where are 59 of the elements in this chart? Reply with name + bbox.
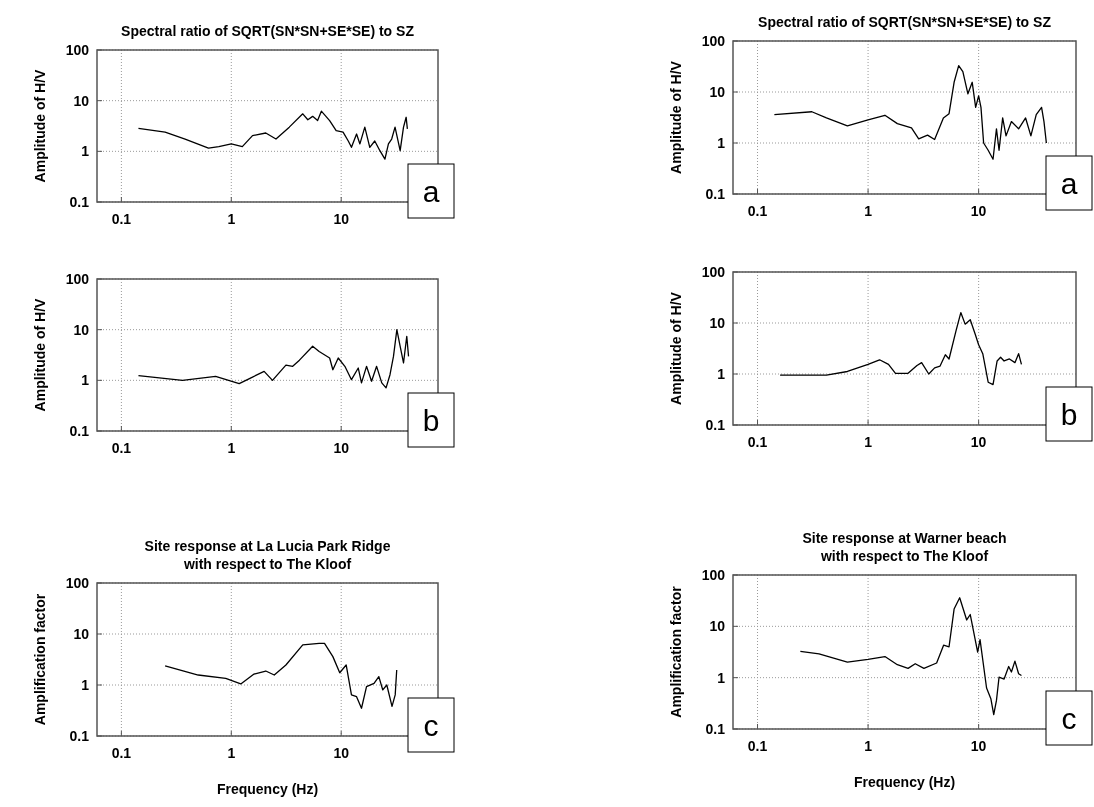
y-tick-label: 1 bbox=[81, 677, 90, 693]
y-axis-title: Amplitude of H/V bbox=[32, 68, 48, 183]
y-tick-label: 10 bbox=[73, 321, 90, 338]
x-tick-label: 1 bbox=[227, 211, 236, 227]
y-tick-label: 10 bbox=[709, 84, 726, 100]
y-tick-label: 100 bbox=[701, 33, 726, 49]
x-tick-label: 10 bbox=[333, 745, 350, 761]
y-tick-label: 100 bbox=[65, 271, 90, 287]
y-tick-label: 100 bbox=[701, 567, 726, 583]
x-tick-label: 0.1 bbox=[111, 745, 132, 761]
x-tick-label: 10 bbox=[970, 434, 987, 450]
y-tick-label: 0.1 bbox=[705, 417, 726, 433]
x-tick-label: 1 bbox=[864, 203, 873, 219]
y-tick-label: 0.1 bbox=[705, 186, 726, 202]
annotation: a bbox=[1060, 167, 1078, 200]
y-tick-label: 1 bbox=[717, 366, 726, 382]
chart-title: Site response at La Lucia Park Ridge with respect to The Kloof bbox=[144, 538, 391, 572]
x-tick-label: 0.1 bbox=[111, 440, 132, 456]
x-tick-label: 0.1 bbox=[747, 203, 768, 219]
x-tick-label: 10 bbox=[333, 211, 350, 227]
x-tick-label: 1 bbox=[864, 738, 873, 754]
x-tick-label: 1 bbox=[227, 745, 236, 761]
x-tick-label: 10 bbox=[970, 203, 987, 219]
y-tick-label: 0.1 bbox=[69, 423, 90, 439]
y-tick-label: 10 bbox=[709, 315, 726, 331]
y-tick-label: 100 bbox=[65, 42, 90, 58]
y-axis-title: Amplitude of H/V bbox=[668, 60, 684, 174]
y-axis-title: Amplification factor bbox=[32, 593, 48, 726]
y-axis-title: Amplitude of H/V bbox=[32, 297, 48, 412]
x-tick-label: 0.1 bbox=[111, 211, 132, 227]
x-axis-title: Frequency (Hz) bbox=[853, 774, 956, 790]
y-tick-label: 1 bbox=[81, 372, 90, 389]
y-tick-label: 1 bbox=[717, 669, 726, 686]
annotation: c bbox=[423, 709, 439, 742]
x-tick-label: 0.1 bbox=[747, 738, 768, 754]
y-tick-label: 100 bbox=[65, 575, 90, 591]
x-tick-label: 10 bbox=[970, 738, 987, 754]
chart-title: Site response at Warner beach with respect to The Kloof bbox=[802, 530, 1007, 564]
annotation: b bbox=[1060, 398, 1078, 431]
x-tick-label: 0.1 bbox=[747, 434, 768, 450]
x-tick-label: 1 bbox=[227, 440, 236, 456]
annotation: a bbox=[422, 175, 440, 208]
y-tick-label: 10 bbox=[73, 626, 90, 642]
y-tick-label: 0.1 bbox=[705, 721, 726, 737]
y-tick-label: 1 bbox=[717, 135, 726, 151]
x-tick-label: 1 bbox=[864, 434, 873, 450]
y-tick-label: 0.1 bbox=[69, 728, 90, 744]
annotation: c bbox=[1061, 702, 1077, 735]
y-tick-label: 1 bbox=[81, 143, 90, 160]
chart-title: Spectral ratio of SQRT(SN*SN+SE*SE) to SZ bbox=[758, 14, 1052, 30]
chart-title: Spectral ratio of SQRT(SN*SN+SE*SE) to SZ bbox=[121, 23, 415, 39]
annotation: b bbox=[422, 404, 440, 437]
y-axis-title: Amplification factor bbox=[668, 585, 684, 718]
y-tick-label: 100 bbox=[701, 264, 726, 280]
y-tick-label: 10 bbox=[73, 92, 90, 109]
y-axis-title: Amplitude of H/V bbox=[668, 291, 684, 405]
x-tick-label: 10 bbox=[333, 440, 350, 456]
x-axis-title: Frequency (Hz) bbox=[216, 781, 319, 797]
y-tick-label: 10 bbox=[709, 618, 726, 635]
